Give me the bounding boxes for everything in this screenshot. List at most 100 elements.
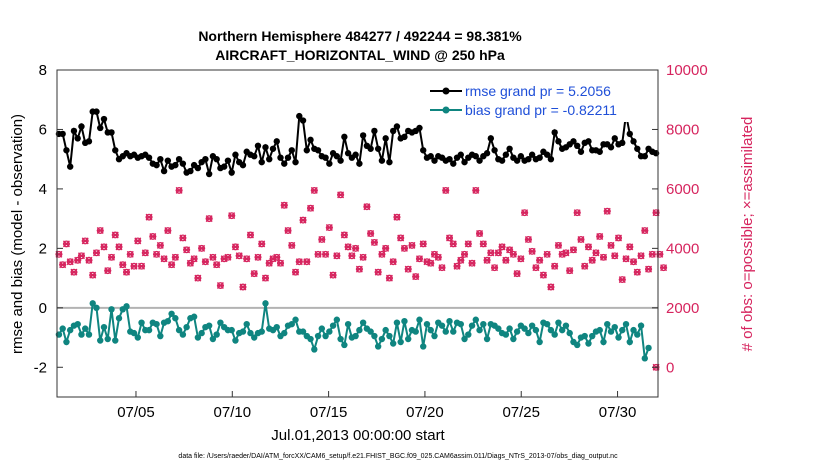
obs-assimilated-marker bbox=[487, 249, 495, 257]
obs-assimilated-marker bbox=[498, 243, 506, 251]
left-tick-label: 2 bbox=[39, 240, 47, 257]
rmse-point bbox=[205, 170, 213, 178]
bias-point bbox=[641, 355, 649, 362]
bias-point bbox=[600, 338, 607, 346]
right-tick-label: 6000 bbox=[666, 181, 699, 198]
bias-point bbox=[521, 325, 528, 332]
right-tick-label: 8000 bbox=[666, 121, 699, 138]
right-tick-label: 2000 bbox=[666, 300, 699, 317]
obs-assimilated-marker bbox=[250, 270, 258, 278]
bias-point bbox=[461, 335, 468, 343]
bias-point bbox=[476, 326, 483, 334]
bias-point bbox=[536, 338, 543, 346]
obs-assimilated-marker bbox=[168, 261, 176, 269]
bias-point bbox=[615, 334, 622, 341]
rmse-point bbox=[446, 155, 453, 163]
obs-assimilated-marker bbox=[246, 231, 254, 239]
rmse-point bbox=[220, 163, 228, 170]
bias-point bbox=[502, 331, 510, 338]
bias-point bbox=[596, 326, 603, 334]
obs-assimilated-marker bbox=[378, 250, 386, 258]
obs-assimilated-marker bbox=[231, 243, 239, 251]
rmse-point bbox=[555, 138, 562, 145]
obs-assimilated-marker bbox=[543, 250, 551, 258]
bias-point bbox=[299, 328, 307, 335]
obs-assimilated-marker bbox=[156, 241, 164, 249]
obs-assimilated-marker bbox=[111, 231, 119, 239]
bias-point bbox=[183, 323, 190, 331]
rmse-point bbox=[536, 154, 543, 161]
bias-point bbox=[59, 325, 66, 332]
obs-assimilated-marker bbox=[427, 259, 435, 267]
bias-point bbox=[190, 313, 198, 320]
rmse-point bbox=[416, 124, 423, 132]
obs-assimilated-marker bbox=[89, 271, 97, 279]
rmse-point bbox=[517, 153, 525, 160]
x-tick-label: 07/10 bbox=[214, 404, 252, 421]
obs-assimilated-marker bbox=[442, 186, 450, 194]
rmse-point bbox=[66, 163, 74, 170]
obs-assimilated-marker bbox=[198, 244, 206, 252]
left-tick-label: 0 bbox=[39, 300, 47, 317]
bias-point bbox=[251, 334, 258, 341]
bias-point bbox=[262, 300, 269, 307]
rmse-point bbox=[70, 127, 78, 135]
rmse-point bbox=[457, 151, 464, 158]
obs-assimilated-marker bbox=[577, 235, 585, 243]
rmse-point bbox=[108, 129, 115, 136]
bias-point bbox=[532, 326, 540, 334]
bias-point bbox=[622, 320, 630, 328]
obs-assimilated-marker bbox=[280, 201, 288, 209]
obs-assimilated-marker bbox=[175, 186, 183, 194]
obs-assimilated-marker bbox=[461, 250, 469, 258]
obs-assimilated-marker bbox=[524, 235, 532, 243]
obs-assimilated-marker bbox=[307, 204, 315, 212]
obs-assimilated-marker bbox=[408, 241, 416, 249]
obs-assimilated-marker bbox=[584, 243, 592, 251]
bias-point bbox=[239, 328, 247, 335]
obs-assimilated-marker bbox=[476, 230, 484, 237]
rmse-point bbox=[281, 160, 288, 167]
obs-assimilated-marker bbox=[160, 255, 168, 263]
obs-assimilated-marker bbox=[292, 268, 300, 276]
rmse-point bbox=[547, 155, 555, 163]
obs-assimilated-marker bbox=[479, 240, 487, 248]
rmse-point bbox=[284, 154, 292, 161]
rmse-point bbox=[472, 153, 480, 160]
left-tick-label: -2 bbox=[34, 359, 47, 376]
obs-assimilated-marker bbox=[446, 234, 454, 242]
bias-point bbox=[123, 303, 130, 310]
bias-point bbox=[543, 320, 551, 328]
obs-assimilated-marker bbox=[130, 262, 138, 270]
rmse-point bbox=[378, 157, 386, 164]
bias-point bbox=[420, 343, 427, 350]
obs-assimilated-marker bbox=[603, 207, 611, 215]
bias-point bbox=[217, 319, 224, 326]
obs-assimilated-marker bbox=[449, 240, 457, 248]
obs-assimilated-marker bbox=[566, 267, 574, 275]
rmse-point bbox=[326, 160, 333, 167]
rmse-point bbox=[213, 155, 220, 163]
bias-point bbox=[175, 326, 183, 334]
bias-point bbox=[645, 344, 652, 352]
rmse-point bbox=[641, 153, 649, 160]
bias-point bbox=[619, 326, 626, 334]
bias-point bbox=[551, 331, 558, 338]
obs-assimilated-marker bbox=[491, 264, 499, 272]
rmse-point bbox=[288, 147, 295, 154]
bias-point bbox=[228, 326, 235, 334]
bias-point bbox=[179, 331, 187, 338]
obs-assimilated-marker bbox=[464, 240, 472, 248]
obs-assimilated-marker bbox=[171, 253, 179, 261]
rmse-point bbox=[498, 157, 506, 164]
obs-assimilated-marker bbox=[318, 235, 326, 243]
obs-assimilated-marker bbox=[100, 243, 108, 251]
rmse-point bbox=[352, 151, 359, 158]
rmse-point bbox=[630, 138, 637, 145]
bias-point bbox=[288, 320, 295, 328]
obs-assimilated-marker bbox=[190, 255, 198, 263]
bias-point bbox=[405, 335, 412, 343]
bias-point bbox=[468, 322, 476, 329]
rmse-point bbox=[187, 167, 194, 175]
bias-point bbox=[74, 320, 81, 328]
